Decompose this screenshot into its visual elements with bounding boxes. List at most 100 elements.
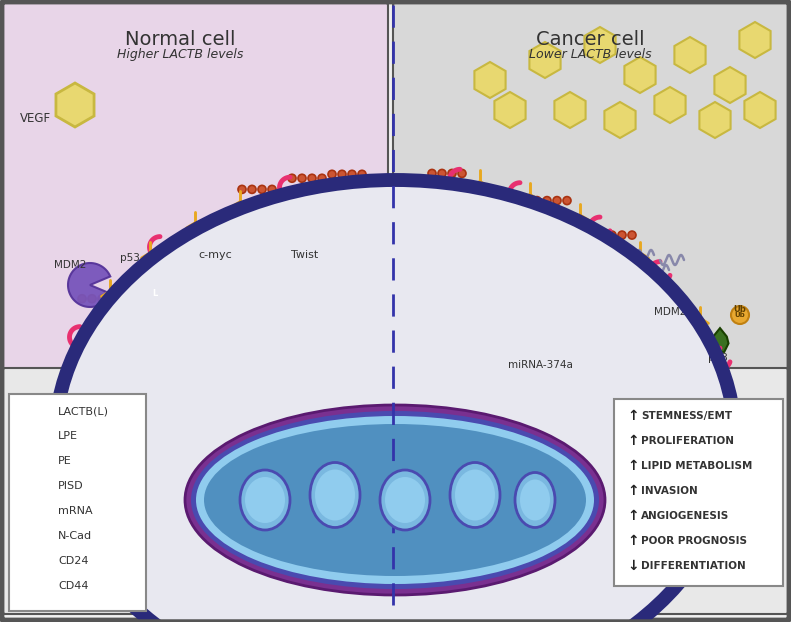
Circle shape — [324, 514, 336, 526]
Ellipse shape — [306, 484, 324, 496]
Circle shape — [464, 544, 476, 556]
Polygon shape — [512, 248, 528, 264]
Circle shape — [407, 556, 410, 560]
Circle shape — [428, 169, 436, 177]
Text: STEMNESS/EMT: STEMNESS/EMT — [641, 411, 732, 421]
Polygon shape — [212, 271, 228, 286]
Polygon shape — [624, 57, 656, 93]
Ellipse shape — [331, 554, 349, 566]
Circle shape — [238, 185, 246, 193]
Circle shape — [476, 486, 480, 490]
Text: CD24: CD24 — [58, 556, 89, 566]
Text: N-Cad: N-Cad — [58, 531, 92, 541]
Circle shape — [441, 561, 445, 565]
Polygon shape — [711, 328, 729, 352]
Text: Ub: Ub — [735, 312, 745, 318]
Text: PROLIFERATION: PROLIFERATION — [641, 436, 734, 446]
Circle shape — [608, 231, 616, 239]
Circle shape — [304, 474, 316, 486]
Ellipse shape — [450, 463, 500, 527]
Polygon shape — [744, 92, 776, 128]
Circle shape — [13, 556, 21, 564]
Polygon shape — [56, 83, 94, 127]
Circle shape — [58, 424, 66, 432]
Polygon shape — [131, 266, 149, 290]
Polygon shape — [699, 102, 731, 138]
Text: L: L — [153, 289, 157, 297]
Text: POOR PROGNOSIS: POOR PROGNOSIS — [641, 536, 747, 546]
Circle shape — [328, 170, 336, 179]
Ellipse shape — [515, 325, 565, 355]
Circle shape — [448, 169, 456, 177]
Text: Higher LACTB levels: Higher LACTB levels — [117, 48, 243, 61]
Circle shape — [356, 486, 360, 490]
Text: CD44: CD44 — [58, 581, 89, 591]
Text: MDM2: MDM2 — [654, 307, 686, 317]
Circle shape — [38, 424, 46, 432]
Circle shape — [348, 170, 356, 179]
Ellipse shape — [245, 477, 285, 523]
Circle shape — [88, 295, 96, 303]
Polygon shape — [494, 92, 525, 128]
Text: p53: p53 — [120, 253, 140, 263]
Circle shape — [628, 231, 636, 239]
Circle shape — [25, 453, 39, 467]
Polygon shape — [497, 261, 513, 277]
Circle shape — [458, 169, 466, 177]
Circle shape — [731, 306, 749, 324]
Circle shape — [48, 424, 56, 432]
Circle shape — [384, 504, 396, 516]
FancyBboxPatch shape — [9, 394, 146, 611]
Circle shape — [108, 295, 116, 303]
FancyBboxPatch shape — [393, 3, 788, 377]
Polygon shape — [482, 248, 498, 264]
Circle shape — [22, 556, 30, 564]
Ellipse shape — [441, 564, 459, 576]
Text: VEGF: VEGF — [20, 111, 51, 124]
Polygon shape — [501, 272, 518, 289]
Circle shape — [533, 197, 541, 205]
Text: ↑: ↑ — [627, 484, 638, 498]
Circle shape — [306, 476, 310, 480]
Circle shape — [768, 428, 776, 436]
Circle shape — [563, 197, 571, 205]
Text: Cancer cell: Cancer cell — [536, 30, 645, 49]
Polygon shape — [22, 476, 42, 496]
Circle shape — [439, 559, 451, 571]
Ellipse shape — [204, 424, 586, 576]
Polygon shape — [360, 501, 380, 521]
Circle shape — [404, 554, 416, 566]
Polygon shape — [148, 281, 162, 297]
Ellipse shape — [455, 470, 495, 521]
Circle shape — [414, 504, 426, 516]
Text: c-myc: c-myc — [198, 250, 232, 260]
Circle shape — [258, 185, 266, 193]
Polygon shape — [529, 42, 561, 78]
Circle shape — [386, 506, 390, 510]
Circle shape — [28, 406, 32, 410]
Circle shape — [348, 548, 362, 562]
Circle shape — [298, 174, 306, 182]
Circle shape — [248, 185, 256, 193]
Polygon shape — [654, 87, 686, 123]
Circle shape — [466, 546, 470, 550]
Text: PE: PE — [58, 456, 72, 466]
Circle shape — [338, 170, 346, 179]
Circle shape — [318, 174, 326, 182]
Polygon shape — [315, 506, 335, 526]
Circle shape — [78, 295, 86, 303]
Circle shape — [423, 518, 437, 532]
Ellipse shape — [59, 184, 731, 622]
Polygon shape — [475, 526, 494, 545]
Text: Ub: Ub — [733, 305, 747, 315]
Circle shape — [31, 556, 39, 564]
Circle shape — [484, 514, 496, 526]
Text: Twist: Twist — [291, 250, 319, 260]
Ellipse shape — [315, 470, 355, 521]
Ellipse shape — [185, 405, 605, 595]
Circle shape — [334, 529, 346, 541]
Circle shape — [543, 197, 551, 205]
Circle shape — [438, 169, 446, 177]
Circle shape — [758, 428, 766, 436]
Ellipse shape — [24, 429, 40, 440]
